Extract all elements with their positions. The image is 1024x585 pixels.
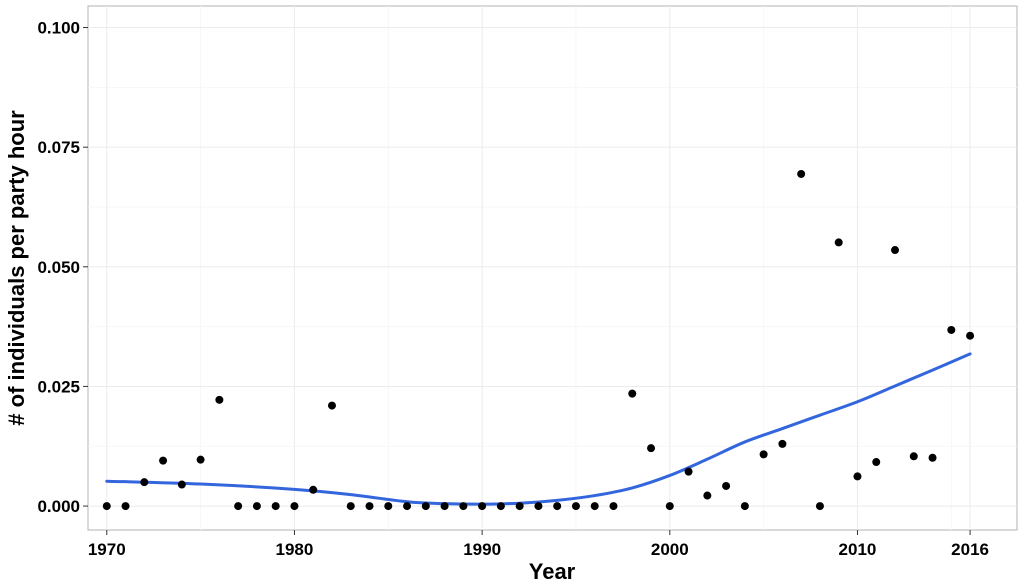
data-point: [665, 502, 674, 511]
y-tick-label: 0.075: [37, 138, 80, 157]
data-point: [797, 169, 806, 178]
data-point: [459, 502, 468, 511]
x-axis-ticks: 1970 1980 1990 2000 2010 2016: [88, 530, 989, 559]
data-point: [534, 502, 543, 511]
y-tick-label: 0.025: [37, 377, 80, 396]
data-point: [440, 502, 449, 511]
data-point: [403, 502, 412, 511]
data-point: [290, 502, 299, 511]
data-point: [891, 246, 900, 255]
data-point: [496, 502, 505, 511]
y-axis-title: # of individuals per party hour: [4, 110, 29, 426]
data-point: [421, 502, 430, 511]
data-point: [778, 439, 787, 448]
data-point: [346, 502, 355, 511]
data-point: [196, 455, 205, 464]
data-point: [759, 450, 768, 459]
data-point: [647, 444, 656, 453]
data-point: [215, 395, 224, 404]
data-point: [309, 485, 318, 494]
trend-line-layer: [105, 352, 972, 506]
trend-line: [105, 352, 972, 506]
data-point: [722, 481, 731, 490]
x-tick-label: 1980: [276, 540, 314, 559]
data-point: [815, 502, 824, 511]
x-tick-label: 2016: [951, 540, 989, 559]
gridlines: [88, 6, 1017, 530]
y-axis-ticks: 0.000 0.025 0.050 0.075 0.100: [37, 19, 88, 516]
data-point: [365, 502, 374, 511]
data-point: [872, 458, 881, 467]
data-points: [102, 169, 975, 511]
data-point: [628, 389, 637, 398]
data-point: [121, 502, 130, 511]
y-tick-label: 0.100: [37, 19, 80, 38]
data-point: [102, 502, 111, 511]
data-point: [571, 502, 580, 511]
data-point: [252, 502, 261, 511]
data-point: [159, 456, 168, 465]
data-point: [684, 467, 693, 476]
data-point: [478, 502, 487, 511]
data-point: [834, 238, 843, 247]
data-point: [609, 502, 618, 511]
plot-panel: [87, 5, 1018, 531]
x-tick-label: 1990: [463, 540, 501, 559]
data-point: [177, 480, 186, 489]
data-point: [384, 502, 393, 511]
x-tick-label: 2010: [839, 540, 877, 559]
x-tick-label: 1970: [88, 540, 126, 559]
data-point: [947, 325, 956, 334]
x-axis-title: Year: [529, 559, 576, 584]
data-point: [271, 502, 280, 511]
data-point: [703, 491, 712, 500]
data-point: [853, 472, 862, 481]
data-point: [515, 502, 524, 511]
data-point: [234, 502, 243, 511]
y-tick-label: 0.000: [37, 497, 80, 516]
x-tick-label: 2000: [651, 540, 689, 559]
y-tick-label: 0.050: [37, 258, 80, 277]
data-point: [327, 401, 336, 410]
data-point: [740, 502, 749, 511]
data-point: [928, 453, 937, 462]
data-point: [966, 331, 975, 340]
data-point: [140, 478, 149, 487]
data-point: [590, 502, 599, 511]
data-point: [553, 502, 562, 511]
data-point: [909, 452, 918, 461]
